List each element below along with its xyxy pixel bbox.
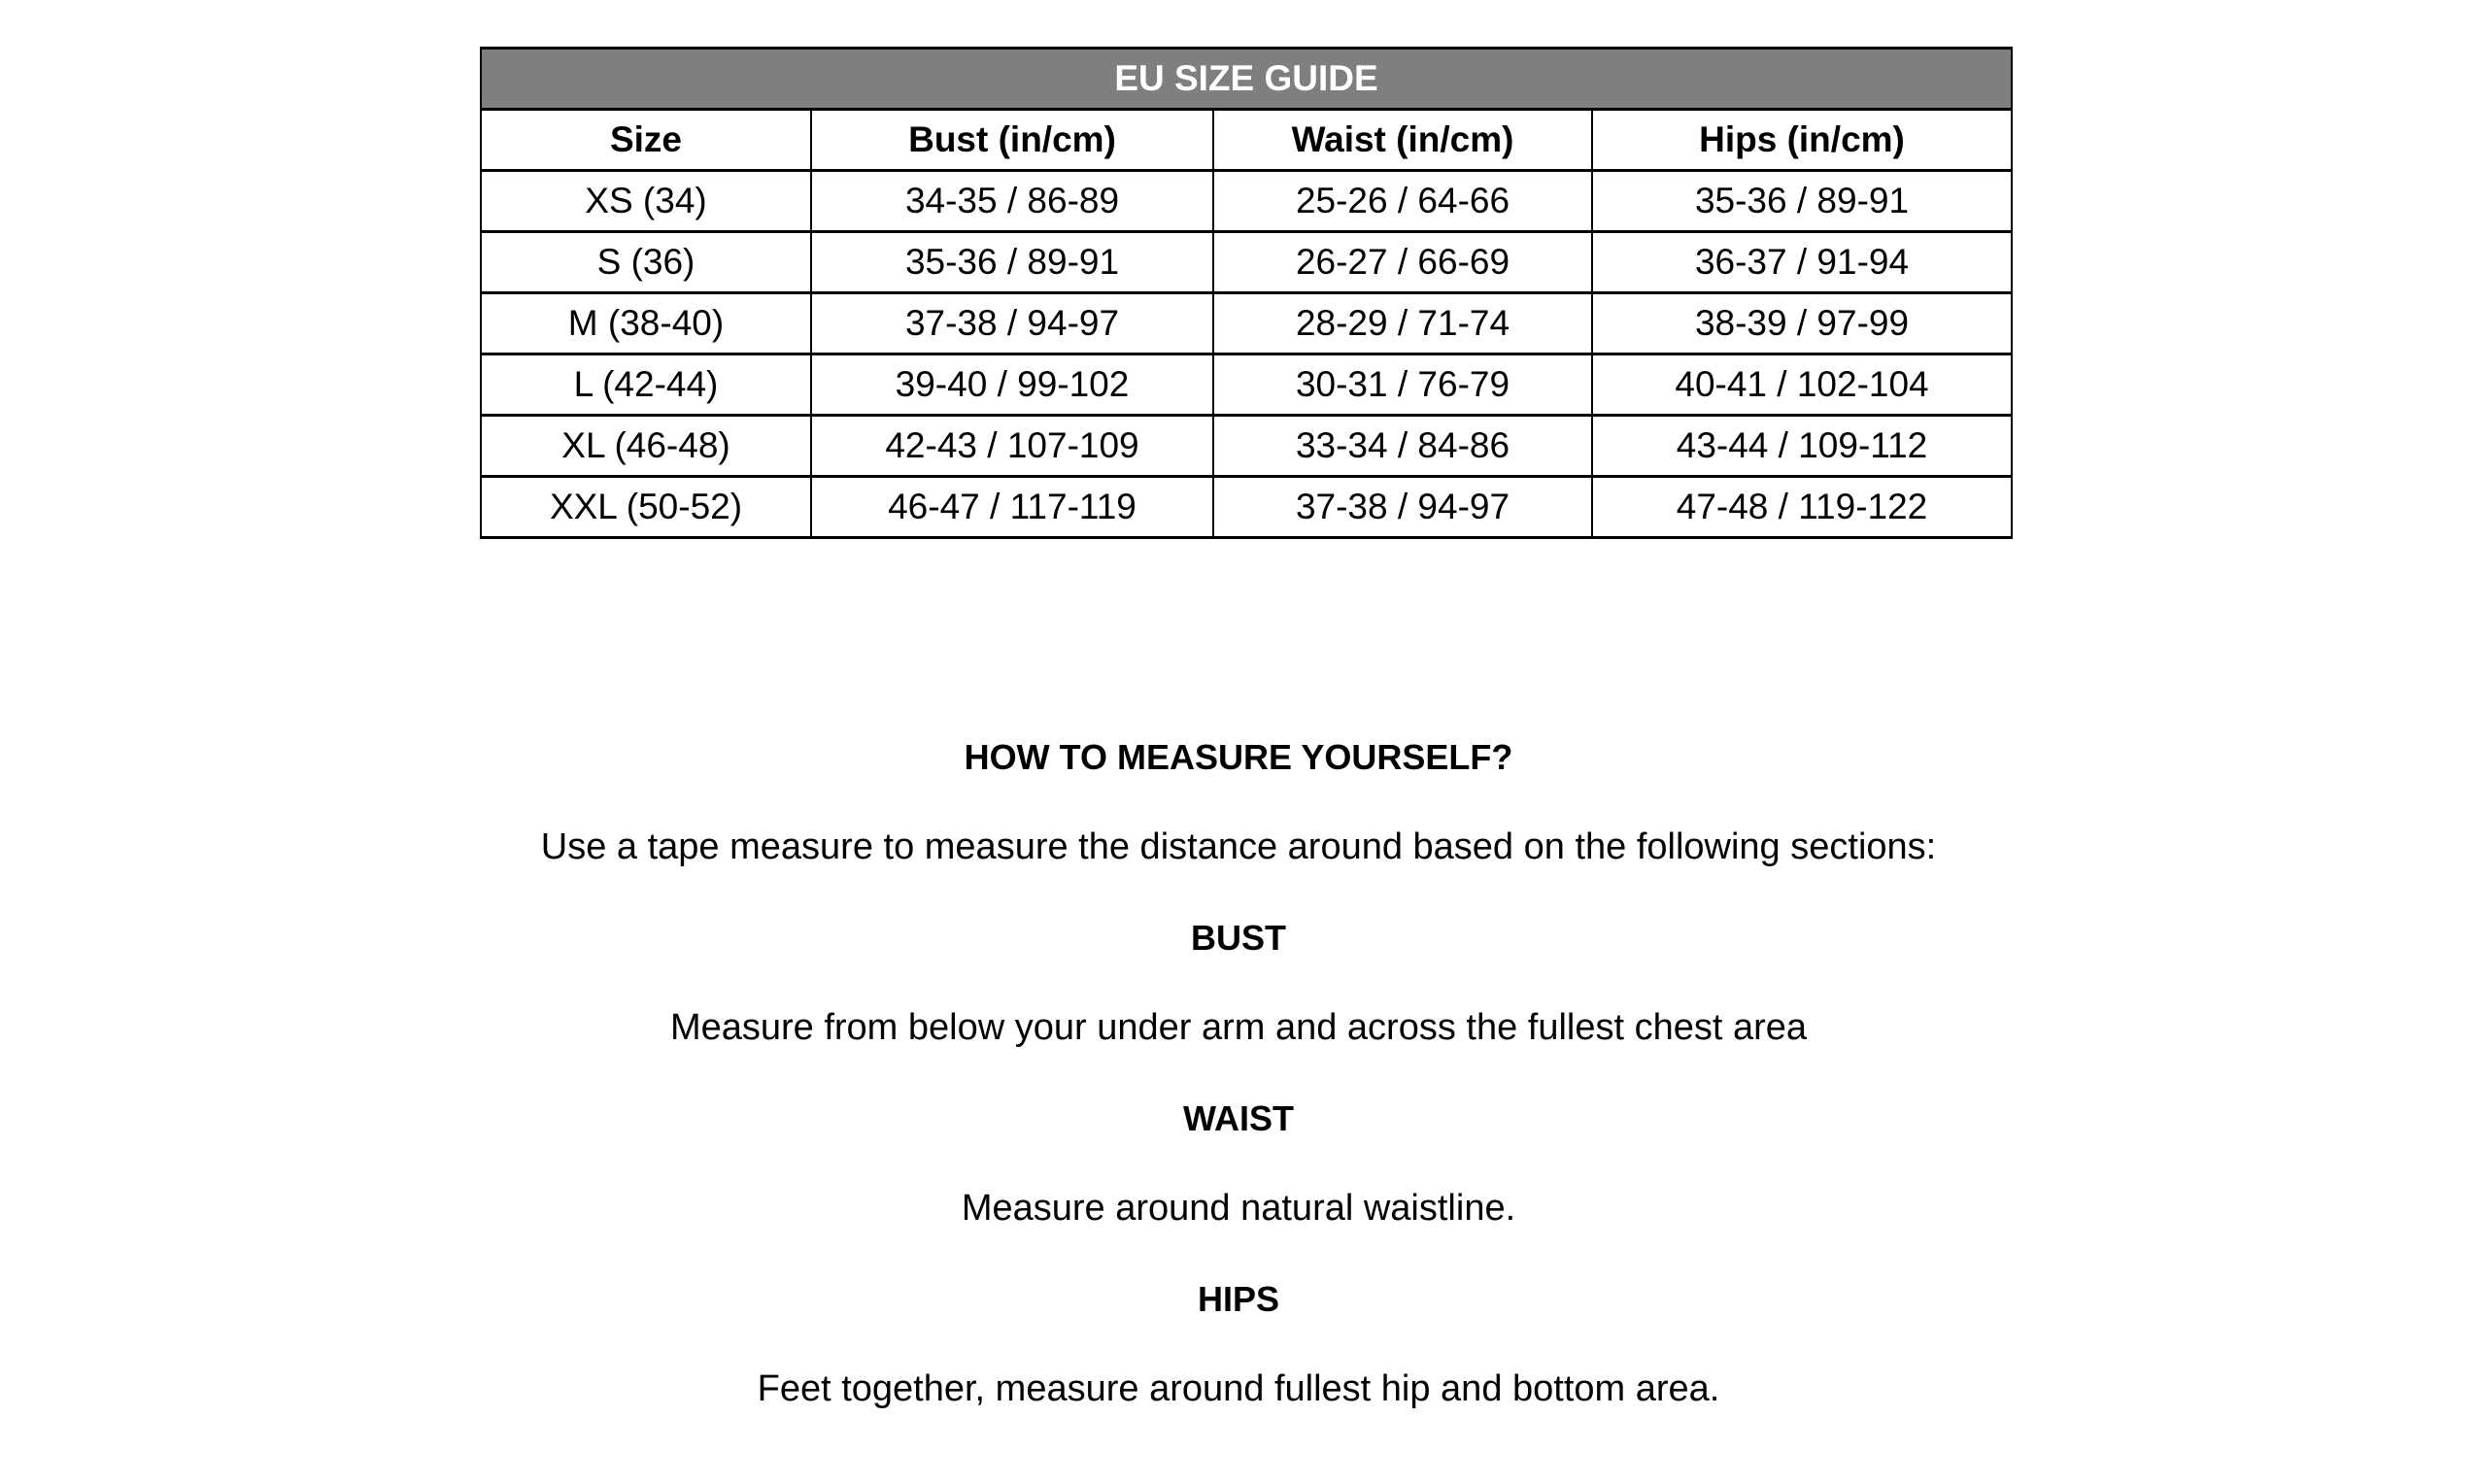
cell-waist: 25-26 / 64-66 — [1212, 169, 1593, 233]
waist-instruction: Measure around natural waistline. — [961, 1188, 1516, 1229]
cell-bust: 35-36 / 89-91 — [810, 230, 1214, 294]
column-header-size: Size — [480, 108, 812, 172]
waist-label: WAIST — [1183, 1098, 1294, 1138]
table-row: XXL (50-52) 46-47 / 117-119 37-38 / 94-9… — [480, 475, 2014, 539]
column-header-bust: Bust (in/cm) — [810, 108, 1214, 172]
cell-waist: 33-34 / 84-86 — [1212, 414, 1593, 478]
cell-hips: 40-41 / 102-104 — [1590, 353, 2014, 417]
cell-bust: 39-40 / 99-102 — [810, 353, 1214, 417]
table-row: M (38-40) 37-38 / 94-97 28-29 / 71-74 38… — [480, 291, 2014, 355]
cell-waist: 28-29 / 71-74 — [1212, 291, 1593, 355]
cell-size: S (36) — [480, 230, 812, 294]
cell-bust: 46-47 / 117-119 — [810, 475, 1214, 539]
cell-bust: 37-38 / 94-97 — [810, 291, 1214, 355]
table-row: XL (46-48) 42-43 / 107-109 33-34 / 84-86… — [480, 414, 2014, 478]
cell-size: M (38-40) — [480, 291, 812, 355]
cell-waist: 30-31 / 76-79 — [1212, 353, 1593, 417]
cell-hips: 36-37 / 91-94 — [1590, 230, 2014, 294]
cell-bust: 34-35 / 86-89 — [810, 169, 1214, 233]
eu-size-guide-table: EU SIZE GUIDE Size Bust (in/cm) Waist (i… — [479, 47, 2014, 539]
table-row: L (42-44) 39-40 / 99-102 30-31 / 76-79 4… — [480, 353, 2014, 417]
hips-instruction: Feet together, measure around fullest hi… — [757, 1368, 1720, 1409]
cell-waist: 26-27 / 66-69 — [1212, 230, 1593, 294]
cell-size: L (42-44) — [480, 353, 812, 417]
table-row: S (36) 35-36 / 89-91 26-27 / 66-69 36-37… — [480, 230, 2014, 294]
hips-label: HIPS — [1197, 1279, 1280, 1319]
measure-instructions-section: HOW TO MEASURE YOURSELF? Use a tape meas… — [0, 712, 2477, 1434]
cell-size: XS (34) — [480, 169, 812, 233]
cell-size: XXL (50-52) — [480, 475, 812, 539]
section-heading: HOW TO MEASURE YOURSELF? — [964, 737, 1513, 777]
cell-hips: 38-39 / 97-99 — [1590, 291, 2014, 355]
bust-label: BUST — [1191, 918, 1286, 958]
table-title-row: EU SIZE GUIDE — [479, 47, 2014, 111]
cell-hips: 43-44 / 109-112 — [1590, 414, 2014, 478]
cell-size: XL (46-48) — [480, 414, 812, 478]
column-header-waist: Waist (in/cm) — [1212, 108, 1593, 172]
table-header-row: Size Bust (in/cm) Waist (in/cm) Hips (in… — [480, 108, 2014, 172]
cell-bust: 42-43 / 107-109 — [810, 414, 1214, 478]
table-title: EU SIZE GUIDE — [479, 47, 2014, 111]
bust-instruction: Measure from below your under arm and ac… — [669, 1007, 1808, 1048]
cell-hips: 47-48 / 119-122 — [1590, 475, 2014, 539]
cell-hips: 35-36 / 89-91 — [1590, 169, 2014, 233]
intro-text: Use a tape measure to measure the distan… — [540, 826, 1937, 867]
column-header-hips: Hips (in/cm) — [1590, 108, 2014, 172]
cell-waist: 37-38 / 94-97 — [1212, 475, 1593, 539]
table-row: XS (34) 34-35 / 86-89 25-26 / 64-66 35-3… — [480, 169, 2014, 233]
